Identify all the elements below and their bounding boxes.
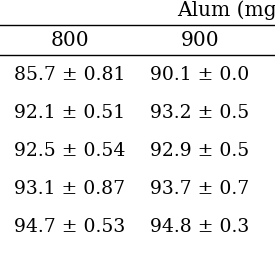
Text: 85.7 ± 0.81: 85.7 ± 0.81 [14,66,126,84]
Text: 93.2 ± 0.5: 93.2 ± 0.5 [150,104,250,122]
Text: 93.1 ± 0.87: 93.1 ± 0.87 [14,180,126,198]
Text: 800: 800 [51,31,89,50]
Text: 94.8 ± 0.3: 94.8 ± 0.3 [150,218,250,236]
Text: 92.9 ± 0.5: 92.9 ± 0.5 [150,142,250,160]
Text: Alum (mg/: Alum (mg/ [177,0,275,20]
Text: 92.1 ± 0.51: 92.1 ± 0.51 [14,104,126,122]
Text: 93.7 ± 0.7: 93.7 ± 0.7 [150,180,250,198]
Text: 90.1 ± 0.0: 90.1 ± 0.0 [150,66,250,84]
Text: 92.5 ± 0.54: 92.5 ± 0.54 [14,142,126,160]
Text: 94.7 ± 0.53: 94.7 ± 0.53 [14,218,126,236]
Text: 900: 900 [181,31,219,50]
